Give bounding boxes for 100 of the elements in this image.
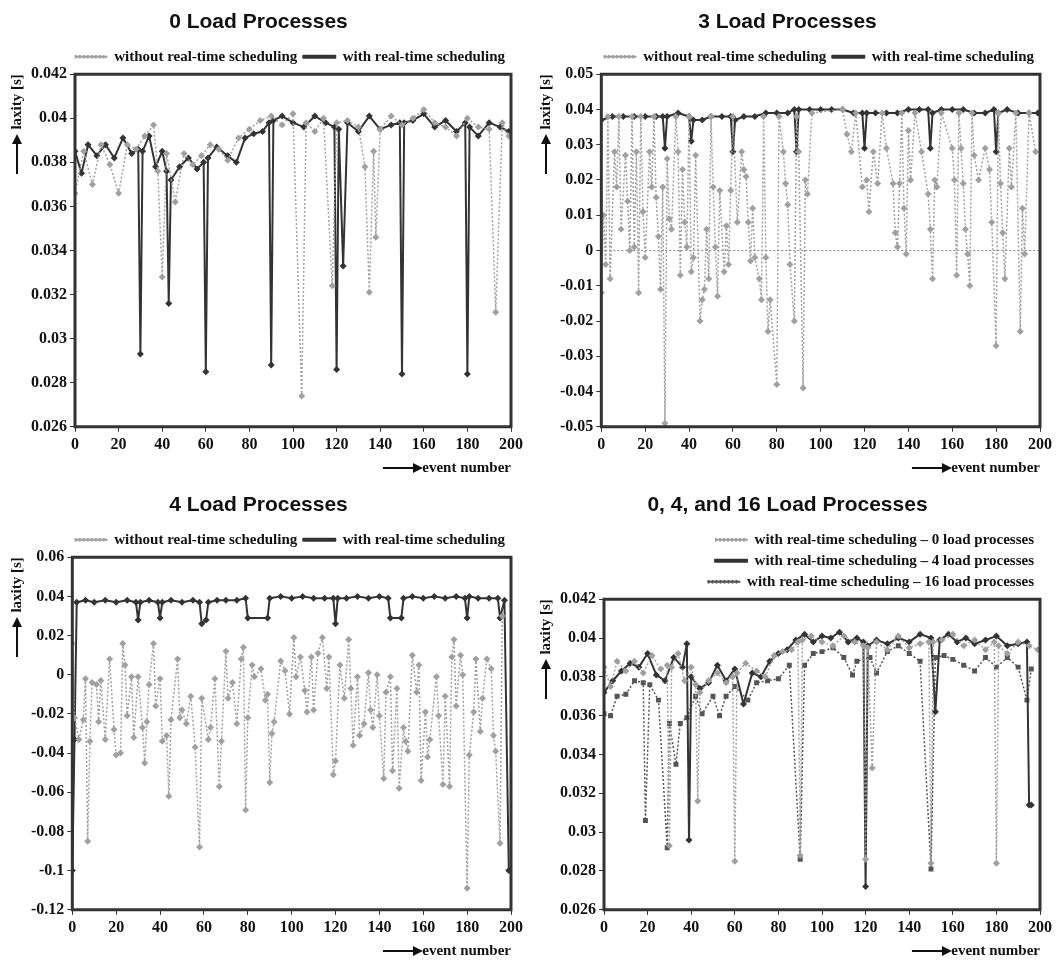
x-tick-label: 140 bbox=[367, 917, 392, 935]
x-tick-label: 200 bbox=[499, 434, 523, 452]
y-tick-label: 0.038 bbox=[560, 666, 596, 684]
legend-label: without real-time scheduling bbox=[114, 47, 298, 64]
x-tick-label: 20 bbox=[108, 917, 125, 935]
x-tick-label: 120 bbox=[323, 917, 348, 935]
y-tick-label: -0.05 bbox=[560, 416, 594, 434]
x-tick-label: 160 bbox=[411, 917, 436, 935]
x-axis-title: event number bbox=[951, 458, 1041, 475]
x-tick-label: 0 bbox=[600, 917, 608, 935]
x-tick-label: 60 bbox=[195, 917, 212, 935]
y-axis-title: laxity [s] bbox=[536, 74, 553, 130]
y-tick-label: 0.042 bbox=[31, 64, 67, 82]
x-tick-label: 40 bbox=[683, 917, 700, 935]
y-tick-label: -0.04 bbox=[560, 381, 594, 399]
y-tick-label: -0.08 bbox=[31, 821, 65, 839]
y-tick-label: 0.02 bbox=[565, 170, 594, 188]
x-tick-label: 100 bbox=[810, 917, 834, 935]
x-tick-label: 80 bbox=[241, 434, 258, 452]
y-tick-label: -0.04 bbox=[31, 743, 65, 761]
chart-title: 4 Load Processes bbox=[169, 492, 348, 516]
y-tick-label: 0.03 bbox=[568, 822, 596, 840]
x-tick-label: 120 bbox=[852, 434, 877, 452]
y-tick-label: -0.06 bbox=[31, 782, 65, 800]
y-tick-label: -0.02 bbox=[31, 704, 65, 722]
x-tick-label: 20 bbox=[639, 917, 656, 935]
x-tick-label: 160 bbox=[411, 434, 436, 452]
y-tick-label: -0.02 bbox=[560, 311, 594, 329]
y-tick-label: 0 bbox=[585, 240, 594, 258]
x-tick-label: 40 bbox=[154, 434, 171, 452]
y-tick-label: 0.034 bbox=[560, 744, 596, 762]
x-tick-label: 180 bbox=[984, 917, 1009, 935]
chart-title: 0 Load Processes bbox=[169, 9, 348, 33]
x-tick-label: 140 bbox=[896, 434, 921, 452]
y-tick-label: 0.04 bbox=[565, 99, 594, 117]
x-tick-label: 100 bbox=[808, 434, 833, 452]
x-tick-label: 40 bbox=[681, 434, 698, 452]
x-tick-label: 100 bbox=[281, 434, 305, 452]
y-tick-label: 0.036 bbox=[560, 705, 596, 723]
x-tick-label: 200 bbox=[1028, 917, 1052, 935]
y-tick-label: 0.03 bbox=[565, 134, 594, 152]
legend-label: without real-time scheduling bbox=[114, 530, 298, 547]
x-tick-label: 40 bbox=[152, 917, 169, 935]
x-axis-title: event number bbox=[422, 941, 512, 958]
x-tick-label: 180 bbox=[455, 434, 480, 452]
y-tick-label: 0.026 bbox=[560, 899, 596, 917]
y-tick-label: 0.028 bbox=[560, 861, 596, 879]
y-tick-label: 0.036 bbox=[31, 196, 67, 214]
y-axis-title: laxity [s] bbox=[7, 557, 24, 613]
y-tick-label: 0.042 bbox=[560, 589, 596, 607]
y-tick-label: -0.12 bbox=[31, 899, 65, 917]
y-tick-label: 0 bbox=[56, 664, 65, 682]
y-axis-title: laxity [s] bbox=[536, 599, 553, 655]
x-tick-label: 60 bbox=[197, 434, 214, 452]
y-tick-label: 0.03 bbox=[39, 328, 67, 346]
x-tick-label: 60 bbox=[724, 434, 741, 452]
legend-label: with real-time scheduling – 16 load processes bbox=[747, 572, 1035, 589]
y-tick-label: 0.038 bbox=[31, 152, 67, 170]
legend-label: with real-time scheduling bbox=[342, 530, 506, 547]
x-tick-label: 100 bbox=[279, 917, 304, 935]
y-tick-label: -0.1 bbox=[39, 860, 65, 878]
x-tick-label: 120 bbox=[853, 917, 878, 935]
y-tick-label: 0.01 bbox=[565, 205, 594, 223]
y-tick-label: 0.04 bbox=[568, 628, 596, 646]
y-tick-label: 0.04 bbox=[39, 108, 67, 126]
x-tick-label: 160 bbox=[940, 917, 965, 935]
x-axis-title: event number bbox=[951, 941, 1041, 958]
y-tick-label: 0.028 bbox=[31, 372, 67, 390]
y-axis-title: laxity [s] bbox=[7, 74, 24, 130]
y-tick-label: 0.06 bbox=[36, 547, 65, 565]
chart-title: 0, 4, and 16 Load Processes bbox=[647, 492, 928, 516]
x-tick-label: 80 bbox=[770, 917, 787, 935]
x-tick-label: 120 bbox=[324, 434, 349, 452]
legend-label: with real-time scheduling bbox=[342, 47, 506, 64]
y-tick-label: 0.04 bbox=[36, 586, 65, 604]
legend-label: with real-time scheduling bbox=[871, 47, 1035, 64]
x-tick-label: 200 bbox=[1028, 434, 1052, 452]
y-tick-label: 0.02 bbox=[36, 625, 65, 643]
x-tick-label: 180 bbox=[984, 434, 1009, 452]
y-tick-label: 0.034 bbox=[31, 240, 67, 258]
x-tick-label: 0 bbox=[71, 434, 79, 452]
x-tick-label: 160 bbox=[940, 434, 965, 452]
x-tick-label: 60 bbox=[726, 917, 743, 935]
x-tick-label: 20 bbox=[637, 434, 654, 452]
y-tick-label: 0.026 bbox=[31, 416, 67, 434]
chart-title: 3 Load Processes bbox=[698, 9, 877, 33]
x-tick-label: 200 bbox=[499, 917, 523, 935]
y-tick-label: 0.05 bbox=[565, 64, 594, 82]
y-tick-label: 0.032 bbox=[31, 284, 67, 302]
x-tick-label: 80 bbox=[239, 917, 256, 935]
y-tick-label: -0.03 bbox=[560, 346, 594, 364]
x-axis-title: event number bbox=[422, 458, 512, 475]
x-tick-label: 20 bbox=[110, 434, 127, 452]
x-tick-label: 140 bbox=[368, 434, 393, 452]
legend-label: with real-time scheduling – 0 load processes bbox=[754, 530, 1035, 547]
y-tick-label: -0.01 bbox=[560, 275, 594, 293]
legend-label: without real-time scheduling bbox=[643, 47, 827, 64]
x-tick-label: 80 bbox=[768, 434, 785, 452]
x-tick-label: 180 bbox=[455, 917, 480, 935]
legend-label: with real-time scheduling – 4 load processes bbox=[754, 551, 1035, 568]
